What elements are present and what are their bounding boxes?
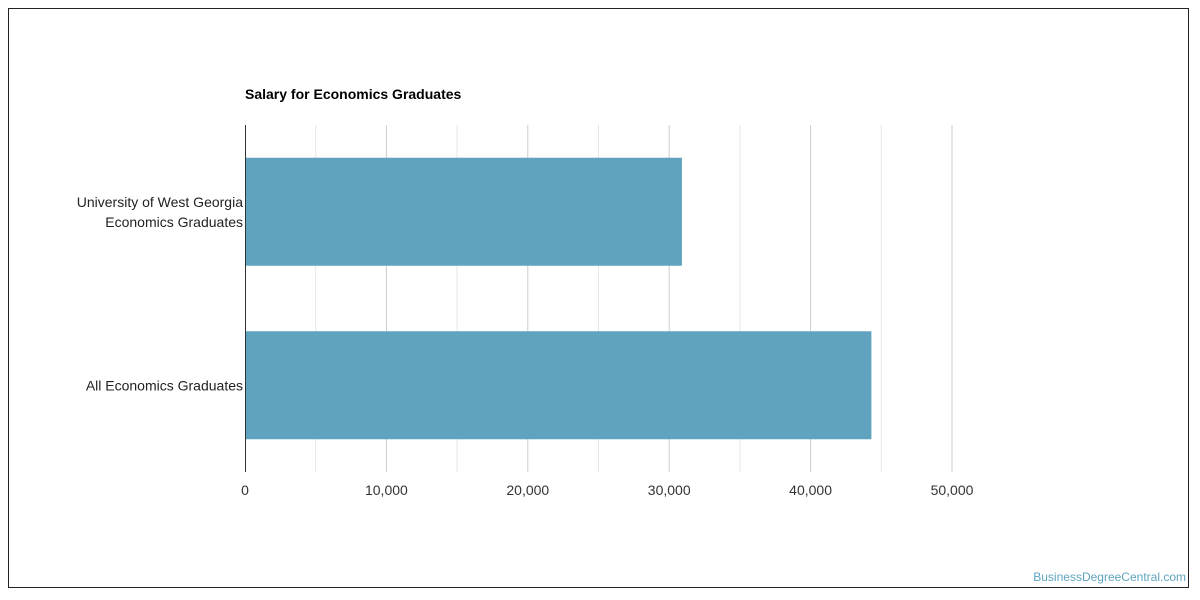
x-tick-label: 40,000 bbox=[789, 482, 832, 498]
bar-2 bbox=[245, 331, 872, 440]
category-label: University of West Georgia bbox=[77, 194, 243, 210]
x-tick-label: 20,000 bbox=[506, 482, 549, 498]
x-tick-label: 50,000 bbox=[931, 482, 974, 498]
category-label: Economics Graduates bbox=[105, 214, 243, 230]
x-tick-label: 30,000 bbox=[648, 482, 691, 498]
x-tick-label: 10,000 bbox=[365, 482, 408, 498]
x-tick-label: 0 bbox=[241, 482, 249, 498]
watermark: BusinessDegreeCentral.com bbox=[1033, 570, 1186, 584]
category-label: All Economics Graduates bbox=[86, 377, 243, 393]
chart-title: Salary for Economics Graduates bbox=[245, 86, 462, 102]
bar-1 bbox=[245, 157, 682, 266]
